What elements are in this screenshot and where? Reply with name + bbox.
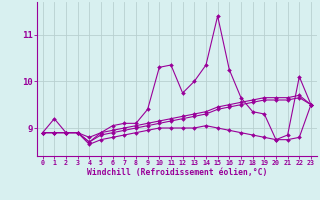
X-axis label: Windchill (Refroidissement éolien,°C): Windchill (Refroidissement éolien,°C) [87,168,267,177]
